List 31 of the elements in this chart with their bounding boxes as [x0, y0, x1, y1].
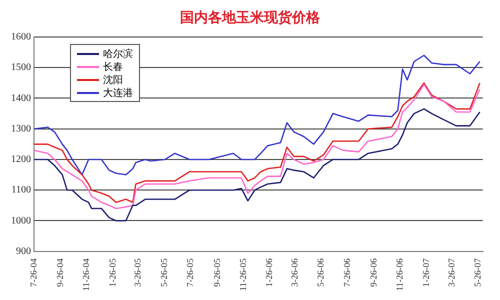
chart-title: 国内各地玉米现货价格	[179, 9, 321, 28]
legend-label: 长春	[103, 60, 123, 74]
legend-label: 大连港	[103, 86, 133, 100]
x-tick-label: 11-26-05	[238, 258, 248, 292]
x-tick-label: 11-26-04	[81, 258, 92, 292]
y-tick-label: 1000	[11, 215, 31, 226]
y-tick-label: 1100	[11, 184, 31, 196]
x-tick-label: 7-26-06	[342, 258, 352, 287]
x-tick-label: 5-26-06	[316, 258, 326, 287]
x-tick-label: 9-26-06	[368, 258, 379, 287]
x-tick-label: 7-26-04	[28, 258, 38, 287]
x-tick-label: 1-26-05	[107, 258, 118, 287]
legend-label: 哈尔滨	[103, 48, 133, 60]
y-tick-label: 1600	[11, 32, 31, 43]
x-tick-label: 1-26-07	[420, 258, 431, 287]
x-tick-label: 3-26-07	[446, 258, 456, 287]
x-tick-label: 9-26-04	[54, 258, 65, 287]
y-tick-label: 1500	[11, 62, 31, 74]
x-tick-label: 3-26-05	[132, 258, 143, 287]
x-tick-label: 1-26-06	[264, 258, 274, 287]
x-tick-label: 5-26-05	[158, 258, 169, 287]
x-tick-label: 3-26-06	[290, 258, 300, 287]
y-tick-label: 1400	[11, 92, 31, 104]
legend-label: 沈阳	[103, 74, 123, 86]
y-tick-label: 1200	[11, 154, 31, 166]
x-tick-label: 9-26-05	[212, 258, 222, 287]
x-tick-label: 5-26-07	[472, 258, 482, 287]
y-tick-label: 1300	[11, 123, 31, 134]
x-tick-label: 11-26-06	[394, 258, 405, 292]
y-tick-label: 900	[16, 246, 31, 257]
x-tick-label: 7-26-05	[185, 258, 196, 287]
